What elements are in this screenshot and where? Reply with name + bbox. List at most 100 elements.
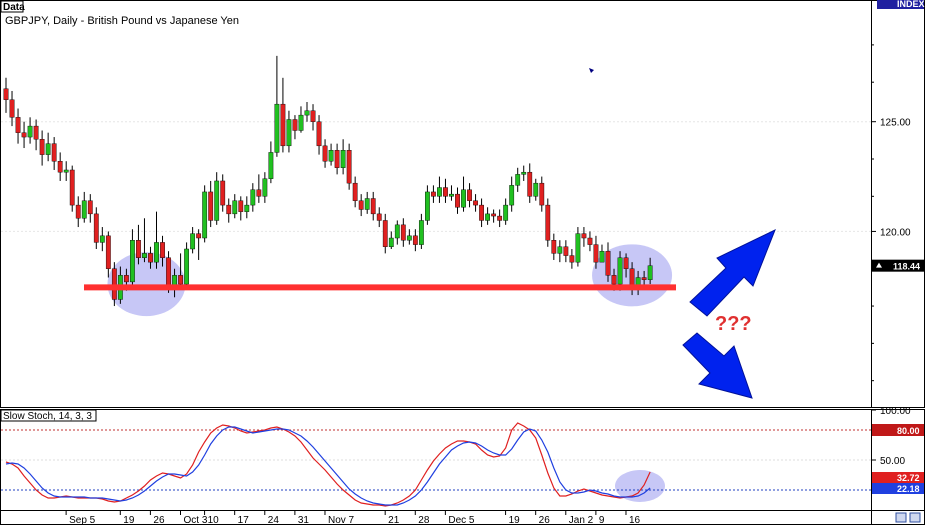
candle-body-up xyxy=(521,171,527,175)
candle xyxy=(437,176,442,203)
candle xyxy=(575,227,581,267)
candle xyxy=(292,115,298,140)
candle xyxy=(81,191,87,223)
candle-body-down xyxy=(376,213,382,221)
index-tab[interactable] xyxy=(877,0,924,9)
candle-body-down xyxy=(316,121,322,147)
candle-body-up xyxy=(184,248,189,285)
stoch-highlight-ellipse xyxy=(615,470,665,502)
x-axis-label: 19 xyxy=(123,515,135,525)
candle-body-up xyxy=(647,265,653,280)
candle-body-up xyxy=(509,185,515,206)
candle xyxy=(45,132,51,162)
candle-body-down xyxy=(196,233,202,239)
candle-body-down xyxy=(563,246,569,256)
candle xyxy=(3,77,9,113)
candle-body-down xyxy=(166,257,171,289)
candle xyxy=(160,235,165,267)
candle xyxy=(136,224,141,265)
x-axis-label: Sep 5 xyxy=(69,515,96,525)
candle-body-down xyxy=(605,250,611,276)
close-icon[interactable] xyxy=(909,512,921,523)
stoch-value-tag xyxy=(872,472,924,483)
stoch-k-line xyxy=(5,422,651,507)
candle-body-up xyxy=(533,182,539,197)
candle-body-up xyxy=(142,253,147,258)
candle-body-down xyxy=(431,191,436,197)
candle-body-up xyxy=(27,125,33,138)
candle xyxy=(370,191,376,221)
index-tab-label: INDEX xyxy=(897,0,925,9)
candle-body-up xyxy=(418,220,424,245)
candle-body-up xyxy=(617,257,623,285)
price-chart-title: GBPJPY, Daily - British Pound vs Japanes… xyxy=(5,15,239,27)
candle-body-down xyxy=(226,204,232,215)
candle-body-down xyxy=(111,268,117,300)
candle xyxy=(503,198,509,225)
left-highlight-ellipse xyxy=(107,252,186,317)
stoch-value-tag xyxy=(872,483,924,494)
candle xyxy=(196,229,202,260)
candle-body-up xyxy=(99,235,105,243)
candle xyxy=(485,207,490,225)
candle-body-up xyxy=(250,189,256,206)
candle-body-down xyxy=(292,119,298,131)
candle-body-up xyxy=(154,242,159,263)
candle xyxy=(69,165,75,212)
candle xyxy=(382,213,388,254)
candle xyxy=(322,139,328,168)
x-axis-label: 9 xyxy=(599,515,605,525)
data-tab[interactable] xyxy=(0,0,24,13)
candle-body-up xyxy=(190,233,196,250)
up-arrow-icon xyxy=(689,228,776,317)
candle-body-up xyxy=(45,143,51,155)
candle-body-down xyxy=(382,220,388,247)
restore-icon[interactable] xyxy=(895,512,907,523)
candle-body-down xyxy=(334,150,340,168)
stoch-axis-label: 50.00 xyxy=(880,456,905,467)
candle xyxy=(274,55,280,157)
x-axis-label: 10 xyxy=(208,515,220,525)
candle xyxy=(479,198,484,228)
candle xyxy=(587,231,593,252)
candle-body-up xyxy=(388,237,394,247)
candle-body-down xyxy=(491,213,497,217)
candle-body-down xyxy=(467,189,472,201)
candle-body-down xyxy=(322,145,328,162)
stoch-level-tag xyxy=(872,424,924,436)
candle-body-down xyxy=(641,277,647,280)
candle-body-up xyxy=(503,204,509,221)
candle xyxy=(63,161,69,181)
candle xyxy=(358,194,364,217)
candle-body-up xyxy=(394,224,400,239)
candle-body-down xyxy=(208,191,214,221)
candle xyxy=(154,211,159,269)
stoch-d-line xyxy=(5,426,651,506)
candle-body-down xyxy=(539,182,545,206)
candle-body-down xyxy=(15,117,21,133)
candle-body-up xyxy=(599,250,605,263)
candle-body-up xyxy=(286,119,292,147)
candle xyxy=(21,121,27,149)
candle-body-up xyxy=(268,152,274,179)
price-axis-label: 125.00 xyxy=(880,118,911,129)
candle-body-down xyxy=(479,204,484,221)
candle xyxy=(316,115,322,155)
candle xyxy=(376,207,382,228)
candle-body-down xyxy=(93,213,99,243)
down-arrow-icon xyxy=(682,332,753,399)
candle xyxy=(328,143,334,166)
candle xyxy=(400,218,406,247)
candle xyxy=(238,196,244,221)
candle xyxy=(521,165,527,181)
cursor-marker-icon xyxy=(589,68,594,73)
candle xyxy=(443,178,448,203)
candle-body-down xyxy=(21,132,27,138)
x-axis-label: 17 xyxy=(238,515,250,525)
candle xyxy=(280,77,286,153)
x-axis-label: Jan 2 xyxy=(569,515,594,525)
candle xyxy=(352,176,358,208)
candle xyxy=(298,106,304,133)
candle-body-up xyxy=(63,169,69,173)
stoch-axis-label: 100.00 xyxy=(880,406,911,417)
